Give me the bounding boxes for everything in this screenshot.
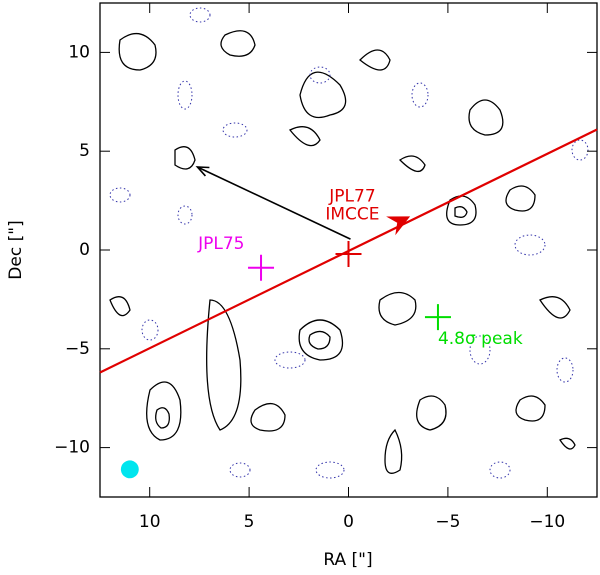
annotation: JPL77 <box>328 187 375 207</box>
vector-head <box>195 166 210 177</box>
track-arrow <box>386 216 411 236</box>
y-tick-label: −10 <box>54 438 90 458</box>
negative-contours <box>109 7 589 479</box>
x-tick-label: 0 <box>343 512 354 532</box>
y-tick-label: 0 <box>79 240 90 260</box>
x-axis-label: RA ["] <box>323 550 372 570</box>
beam <box>120 460 139 479</box>
x-tick-label: −5 <box>435 512 460 532</box>
x-tick-label: 5 <box>244 512 255 532</box>
y-tick-label: 10 <box>68 42 90 62</box>
motion-vector <box>197 166 351 240</box>
annotation: JPL75 <box>197 234 244 254</box>
annotation: 4.8σ peak <box>438 329 523 349</box>
position-marker <box>248 254 275 281</box>
annotation: IMCCE <box>325 204 379 224</box>
position-marker <box>424 304 451 331</box>
y-axis-label: Dec ["] <box>6 220 26 279</box>
x-tick-label: 10 <box>139 512 161 532</box>
position-marker <box>335 240 362 267</box>
x-tick-label: −10 <box>529 512 565 532</box>
y-tick-label: 5 <box>79 141 90 161</box>
contours <box>109 30 576 474</box>
y-tick-label: −5 <box>65 339 90 359</box>
